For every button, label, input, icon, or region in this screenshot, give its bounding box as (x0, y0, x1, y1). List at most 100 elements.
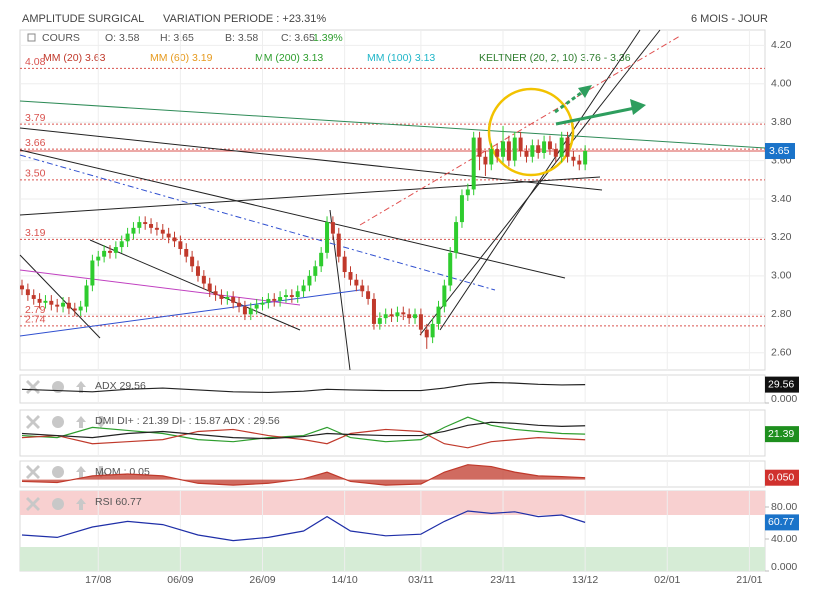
candle-body (283, 295, 288, 298)
zone (20, 547, 765, 571)
y-tick-label: 3.40 (771, 193, 792, 205)
candle-body (454, 222, 459, 253)
candle-body (536, 145, 541, 153)
legend-item: H: 3.65 (160, 32, 194, 44)
x-tick-label: 02/01 (654, 574, 680, 586)
candle-body (143, 222, 148, 225)
candle-body (19, 285, 24, 290)
candle-body (383, 314, 388, 319)
x-tick-label: 14/10 (331, 574, 357, 586)
down-icon (96, 416, 106, 428)
settings-icon (52, 466, 64, 478)
level-label: 4.08 (25, 56, 46, 68)
candle-body (160, 229, 165, 234)
settings-icon (52, 498, 64, 510)
y-tick-label: 2.80 (771, 308, 792, 320)
y-tick-label: 3.20 (771, 231, 792, 243)
candle-body (330, 222, 335, 234)
candle-body (547, 141, 552, 150)
candle-body (377, 318, 382, 324)
last-price-badge (765, 143, 795, 160)
x-tick-label: 03/11 (408, 574, 434, 586)
trend-line (19, 127, 603, 191)
trend-line (419, 29, 661, 336)
trend-line (19, 289, 361, 337)
candle-body (542, 141, 547, 153)
candle-body (102, 250, 107, 257)
candle-body (448, 252, 453, 286)
candle-body (512, 137, 517, 161)
level-label: 3.50 (25, 168, 46, 180)
indicator-title: DMI DI+ : 21.39 DI- : 15.87 ADX : 29.56 (95, 415, 280, 427)
candle-body (395, 312, 400, 317)
candle-body (242, 306, 247, 315)
arrow-head (578, 85, 592, 98)
legend-item: C: 3.65 (281, 32, 315, 44)
candle-body (131, 227, 136, 234)
candle-body (354, 279, 359, 286)
close-icon (26, 415, 40, 429)
candle-body (213, 291, 218, 296)
arrow (554, 88, 586, 114)
candle-body (465, 189, 470, 196)
candle-body (524, 151, 529, 157)
candle-body (307, 275, 312, 286)
legend-item: COURS (42, 32, 80, 44)
candle-body (407, 314, 412, 319)
legend-item: MM (200) 3.13 (255, 52, 323, 64)
candle-body (424, 329, 429, 338)
y-tick-label: 4.20 (771, 39, 792, 51)
indicator-line (21, 416, 586, 443)
candle-body (559, 137, 564, 157)
value-badge (765, 426, 799, 443)
arrow (555, 106, 636, 126)
legend-item: KELTNER (20, 2, 10) 3.76 - 3.36 (479, 52, 631, 64)
value-badge (765, 376, 799, 393)
x-tick-label: 17/08 (85, 574, 111, 586)
candle-body (436, 306, 441, 324)
candle-body (84, 285, 89, 307)
candle-body (125, 233, 130, 242)
value-badge-label: 29.56 (768, 378, 794, 390)
y-tick-label: 0.000 (771, 393, 797, 405)
candle-body (72, 308, 77, 311)
candle-body (137, 222, 142, 228)
trend-line (19, 154, 496, 291)
legend-item: MM (20) 3.63 (43, 52, 106, 64)
y-tick-label: 40.00 (771, 533, 797, 545)
candle-body (184, 248, 189, 257)
trend-line (19, 100, 766, 149)
candle-body (201, 275, 206, 284)
candle-body (413, 314, 418, 319)
candle-body (336, 233, 341, 257)
value-badge-label: 60.77 (768, 516, 794, 528)
level-label: 3.19 (25, 227, 46, 239)
candle-body (295, 291, 300, 298)
candle-body (237, 302, 242, 307)
settings-icon (52, 416, 64, 428)
candle-body (61, 302, 66, 307)
candle-body (442, 285, 447, 307)
candle-body (219, 295, 224, 299)
candle-body (483, 156, 488, 165)
trend-line (359, 35, 681, 226)
x-tick-label: 13/12 (572, 574, 598, 586)
candle-body (49, 300, 54, 305)
candle-body (190, 256, 195, 267)
candle-body (389, 314, 394, 317)
trend-line (19, 269, 301, 306)
candle-body (55, 304, 60, 307)
candle-body (37, 298, 42, 303)
candle-body (371, 298, 376, 324)
candle-body (418, 314, 423, 330)
close-icon (26, 465, 40, 479)
trend-line (19, 176, 601, 216)
candle-body (477, 137, 482, 157)
candle-body (172, 237, 177, 242)
candle-body (518, 137, 523, 152)
candle-body (577, 160, 582, 165)
zone (20, 491, 765, 515)
y-tick-label: 3.80 (771, 116, 792, 128)
highlight-circle (487, 87, 575, 177)
